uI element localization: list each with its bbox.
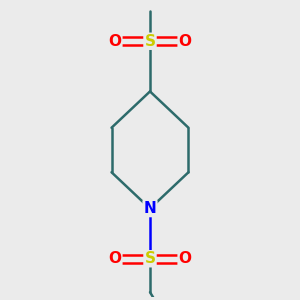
Text: O: O bbox=[108, 251, 122, 266]
Text: N: N bbox=[144, 201, 156, 216]
Text: O: O bbox=[178, 34, 192, 49]
Text: O: O bbox=[178, 251, 192, 266]
Text: S: S bbox=[145, 34, 155, 49]
Text: O: O bbox=[108, 34, 122, 49]
Text: S: S bbox=[145, 251, 155, 266]
